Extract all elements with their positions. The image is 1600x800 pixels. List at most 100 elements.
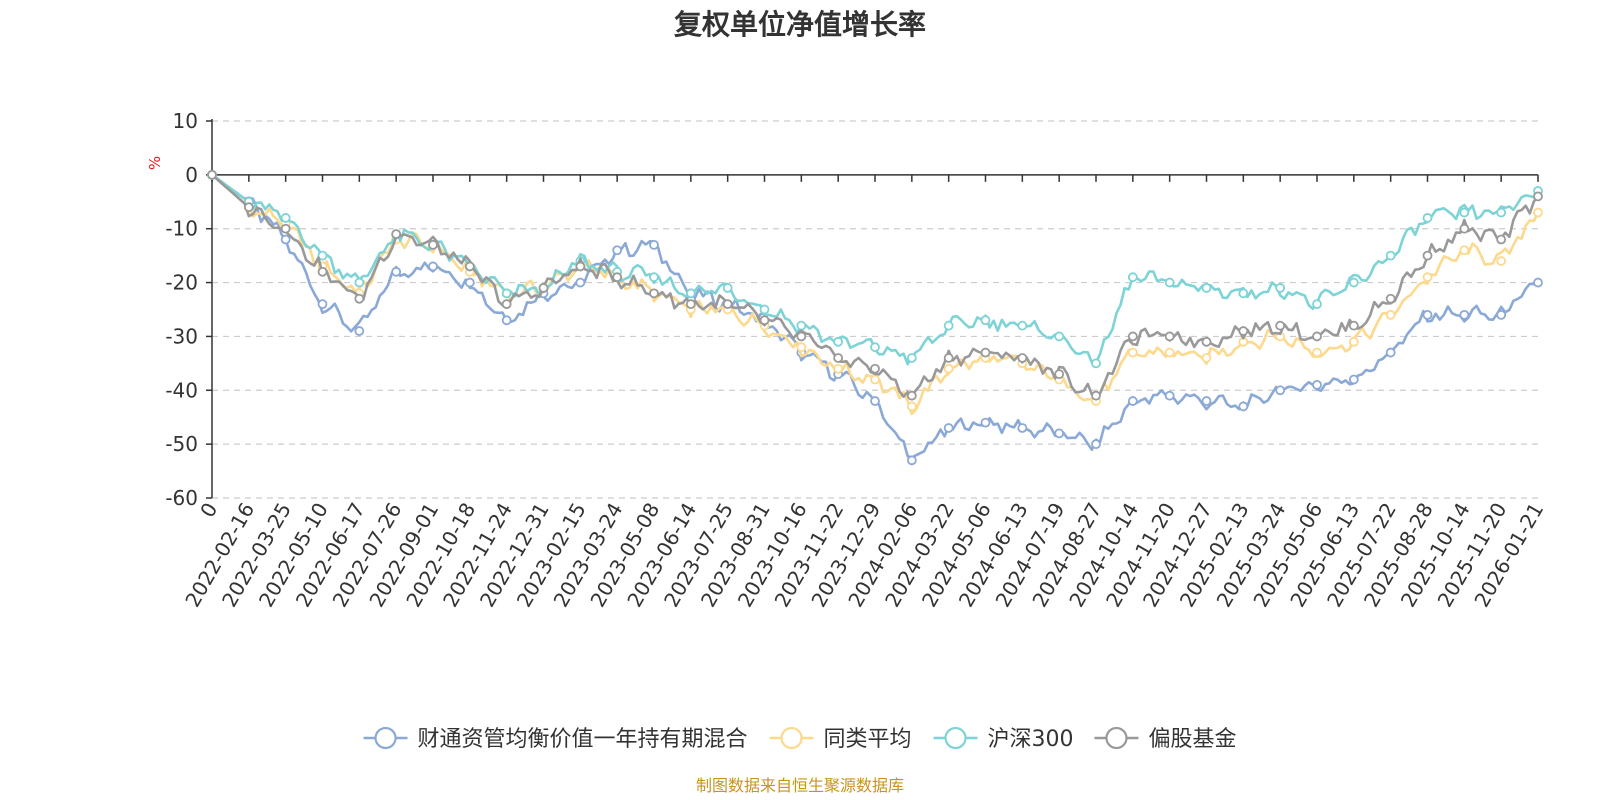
data-point [1164, 277, 1175, 288]
data-point [759, 304, 770, 315]
data-point [1164, 347, 1175, 358]
legend-label: 同类平均 [824, 727, 912, 752]
data-point [391, 229, 402, 240]
data-point [1017, 423, 1028, 433]
data-point [464, 277, 475, 288]
data-point [980, 315, 991, 326]
data-point [280, 234, 291, 245]
data-point [980, 347, 991, 358]
data-point [870, 396, 880, 406]
legend-circle-icon [780, 726, 803, 750]
data-point [833, 353, 844, 363]
data-point [906, 353, 917, 363]
data-point [1422, 309, 1433, 320]
legend-item[interactable]: 沪深300 [933, 726, 1074, 752]
data-point [980, 417, 991, 428]
data-point [1385, 250, 1396, 261]
data-point [1348, 320, 1359, 331]
data-point [1164, 390, 1175, 401]
data-point [1459, 309, 1470, 320]
data-point [796, 342, 807, 353]
data-point [1312, 347, 1322, 358]
data-point [870, 342, 880, 353]
data-point [722, 283, 733, 293]
legend-circle-icon [944, 726, 967, 750]
data-point [1459, 207, 1470, 218]
x-tick-labels: 02022-02-162022-03-252022-05-102022-06-1… [180, 498, 1548, 611]
data-point [354, 277, 365, 288]
data-point [501, 288, 512, 299]
series-lines [207, 169, 1543, 466]
legend-item[interactable]: 偏股基金 [1094, 726, 1236, 752]
data-point [1422, 250, 1433, 261]
data-point [796, 331, 807, 342]
legend-item[interactable]: 同类平均 [769, 726, 912, 752]
data-point [870, 363, 880, 374]
legend-label: 偏股基金 [1148, 727, 1236, 752]
data-point [943, 423, 954, 433]
data-point [870, 374, 880, 385]
data-point [538, 283, 549, 293]
data-point [833, 363, 844, 374]
data-point [943, 363, 954, 374]
data-source-note: 制图数据来自恒生聚源数据库 [696, 776, 904, 795]
data-point [943, 320, 954, 331]
y-tick-label: -10 [165, 217, 198, 241]
y-tick-labels: 10 0 -10 -20 -30 -40 -50 -60 [165, 109, 198, 510]
data-point [685, 299, 696, 310]
data-point [428, 261, 438, 272]
data-point [1348, 277, 1359, 288]
data-point [501, 299, 512, 310]
data-point [1164, 331, 1175, 342]
legend-item[interactable]: 财通资管均衡价值一年持有期混合 [363, 726, 748, 752]
data-point [649, 288, 659, 299]
data-point [1238, 288, 1249, 299]
legend-label: 沪深300 [988, 727, 1074, 752]
grid-lines [212, 120, 1538, 499]
y-tick-label: -40 [165, 378, 198, 402]
data-point [943, 353, 954, 363]
data-point [1533, 277, 1543, 288]
series-line [211, 173, 1539, 459]
data-point [1017, 353, 1028, 363]
y-tick-label: -30 [165, 324, 198, 348]
data-point [280, 223, 291, 234]
data-point [1533, 191, 1543, 202]
data-point [1496, 256, 1507, 266]
legend-circle-icon [1105, 726, 1128, 750]
data-point [354, 326, 365, 336]
data-point [1017, 320, 1028, 331]
data-point [612, 245, 623, 256]
data-point [1054, 369, 1065, 380]
data-point [1312, 331, 1322, 342]
data-point [1054, 428, 1065, 439]
series-line [211, 173, 1540, 366]
data-point [1127, 347, 1138, 358]
data-point [1496, 207, 1507, 218]
data-point [391, 266, 402, 277]
y-tick-label: -20 [165, 271, 198, 295]
data-point [1459, 223, 1470, 234]
data-point [1238, 401, 1249, 412]
data-point [317, 266, 328, 277]
data-point [1091, 358, 1101, 369]
data-point [1496, 309, 1507, 320]
legend: 财通资管均衡价值一年持有期混合 同类平均 沪深300 偏股基金 [363, 726, 1236, 752]
data-point [428, 239, 438, 250]
data-point [1312, 379, 1322, 390]
data-point [1127, 331, 1138, 342]
y-tick-label: 10 [173, 109, 198, 133]
data-point [1275, 283, 1286, 293]
data-point [906, 401, 917, 412]
x-tick-label: 0 [195, 499, 222, 522]
data-point [207, 169, 217, 180]
chart-title: 复权单位净值增长率 [674, 8, 926, 41]
data-point [685, 288, 696, 299]
data-point [1238, 326, 1249, 336]
data-point [243, 202, 254, 213]
data-point [1201, 396, 1212, 406]
data-point [1127, 272, 1138, 283]
data-point [906, 390, 917, 401]
data-point [1054, 331, 1065, 342]
data-point [1385, 293, 1396, 304]
